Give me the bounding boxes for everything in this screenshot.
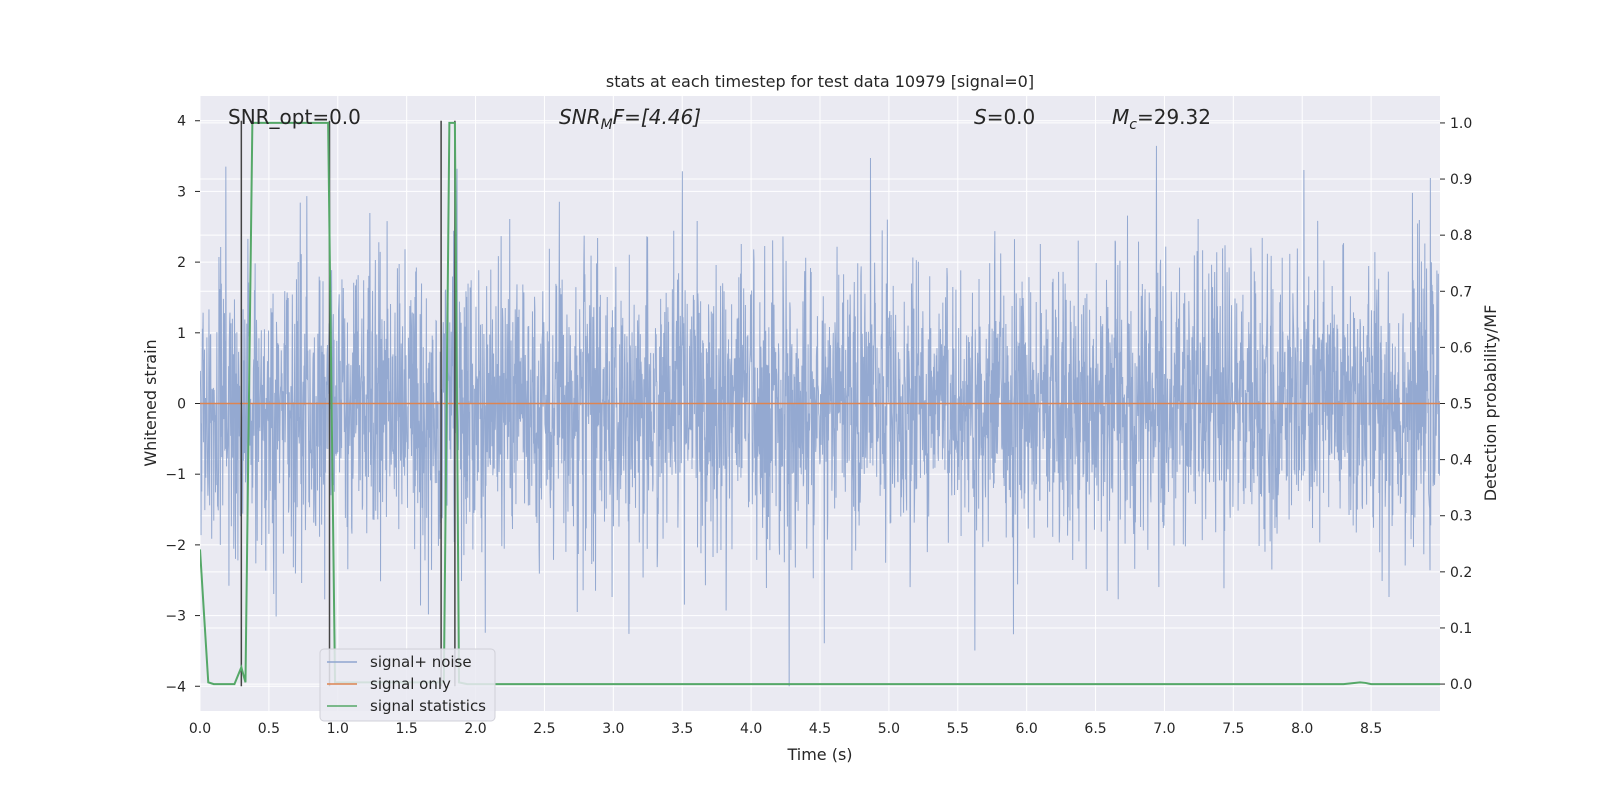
x-axis-label: Time (s) [786,745,852,764]
noise-line [200,145,1440,687]
x-tick-label: 1.0 [327,721,349,737]
y-tick-label: 0 [177,397,186,413]
y-right-tick-label: 0.1 [1450,621,1472,637]
x-tick-label: 2.0 [464,721,486,737]
x-tick-label: 4.0 [740,721,762,737]
x-tick-label: 7.5 [1222,721,1244,737]
y-axis-label: Whitened strain [141,339,160,466]
x-tick-label: 3.5 [671,721,693,737]
x-tick-label: 8.5 [1360,721,1382,737]
x-tick-label: 0.5 [258,721,280,737]
y-right-axis-label: Detection probability/MF [1481,305,1500,502]
legend: signal+ noise signal only signal statist… [319,648,496,722]
y-right-tick-label: 0.9 [1450,172,1472,188]
annotation-s: S=0.0 [974,105,1035,129]
y-tick-label: −4 [165,679,186,695]
y-tick-label: 2 [177,255,186,271]
x-tick-label: 8.0 [1291,721,1313,737]
y-right-tick-label: 0.2 [1450,565,1472,581]
legend-label-statistics: signal statistics [370,697,486,715]
x-tick-label: 5.0 [878,721,900,737]
y-right-tick-label: 0.3 [1450,509,1472,525]
x-tick-label: 0.0 [189,721,211,737]
y-right-tick-label: 0.8 [1450,228,1472,244]
y-tick-label: −1 [165,467,186,483]
x-tick-label: 3.0 [602,721,624,737]
annotation-snr-mf-tail: F=[4.46] [613,105,701,129]
series-signal-noise [200,145,1440,687]
annotation-snr-opt: SNR_opt=0.0 [228,105,361,129]
x-tick-label: 4.5 [809,721,831,737]
chart-title: stats at each timestep for test data 109… [606,72,1034,91]
x-tick-label: 2.5 [533,721,555,737]
y-tick-label: 1 [177,326,186,342]
x-axis-ticks: 0.0 0.5 1.0 1.5 2.0 2.5 3.0 3.5 4.0 4.5 5.0 5.5 6.0 6… [189,721,1382,737]
annotation-mc: Mc=29.32 [1112,105,1211,133]
y-right-tick-label: 1.0 [1450,116,1472,132]
y-right-tick-label: 0.7 [1450,284,1472,300]
annotation-snr-mf-main: SNR [559,105,601,129]
y-right-tick-label: 0.5 [1450,397,1472,413]
y-tick-label: 4 [177,114,186,130]
x-tick-label: 6.0 [1016,721,1038,737]
annotation-mc-sub: c [1129,117,1137,133]
annotation-s-tail: =0.0 [987,105,1036,129]
annotation-mc-tail: =29.32 [1137,105,1211,129]
y-tick-label: −2 [165,538,186,554]
x-tick-label: 6.5 [1084,721,1106,737]
y-right-tick-label: 0.4 [1450,453,1472,469]
y-right-tick-label: 0.6 [1450,340,1472,356]
y-tick-label: −3 [165,609,186,625]
annotation-s-main: S [974,105,987,129]
x-tick-label: 7.0 [1153,721,1175,737]
annotation-snr-mf-sub: M [601,117,613,133]
y-axis-ticks: −4 −3 −2 −1 0 1 2 3 4 [165,114,200,695]
y-right-tick-label: 0.0 [1450,677,1472,693]
legend-box [319,648,496,722]
x-tick-label: 5.5 [947,721,969,737]
y-tick-label: 3 [177,184,186,200]
legend-label-signal-only: signal only [370,675,451,693]
annotation-mc-main: M [1112,105,1129,129]
x-tick-label: 1.5 [396,721,418,737]
annotation-snr-mf: SNRMF=[4.46] [559,105,701,133]
legend-label-noise: signal+ noise [370,653,472,671]
y-right-axis-ticks: 0.0 0.1 0.2 0.3 0.4 0.5 0.6 0.7 0.8 0.9 1.0 [1440,116,1472,693]
